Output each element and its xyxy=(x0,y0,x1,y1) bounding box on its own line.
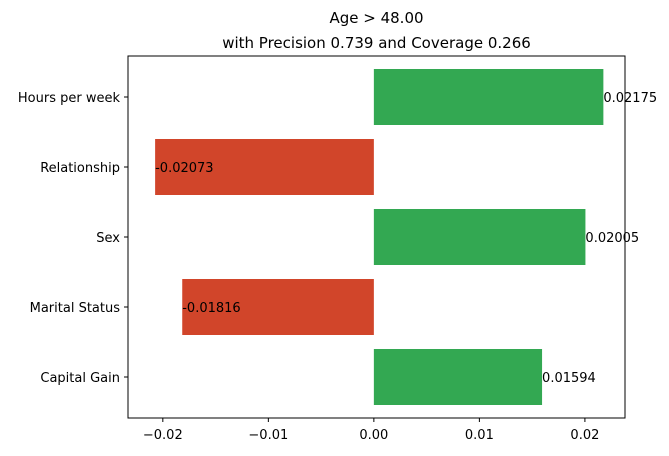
y-axis-ticks: Hours per week Relationship Sex Marital Sta… xyxy=(18,91,128,386)
bar-value-labels: 0.02175 -0.02073 0.02005 -0.01816 0.01594 xyxy=(155,91,657,386)
bars-group xyxy=(155,69,604,405)
bar-value-label-1: -0.02073 xyxy=(155,161,213,176)
bar-3 xyxy=(182,279,374,335)
plot-area-frame xyxy=(127,55,626,419)
bar-value-label-0: 0.02175 xyxy=(603,91,657,106)
y-tick-label-3: Marital Status xyxy=(30,301,121,316)
bar-value-label-2: 0.02005 xyxy=(585,231,639,246)
x-tick-label-2: 0.00 xyxy=(359,428,388,443)
y-tick-label-1: Relationship xyxy=(40,161,120,176)
y-tick-label-2: Sex xyxy=(96,231,120,246)
bar-value-label-4: 0.01594 xyxy=(542,371,596,386)
bar-2 xyxy=(373,209,586,265)
bar-value-label-3: -0.01816 xyxy=(182,301,240,316)
x-tick-label-0: −0.02 xyxy=(143,428,183,443)
chart-title-line-1: Age > 48.00 xyxy=(329,9,423,27)
bar-1 xyxy=(155,139,374,195)
x-tick-label-4: 0.02 xyxy=(570,428,599,443)
bar-4 xyxy=(373,349,543,405)
y-tick-label-0: Hours per week xyxy=(18,91,121,106)
x-tick-label-3: 0.01 xyxy=(465,428,494,443)
x-axis-ticks: −0.02 −0.01 0.00 0.01 0.02 xyxy=(143,418,599,443)
y-tick-label-4: Capital Gain xyxy=(40,371,120,386)
chart-title-line-2: with Precision 0.739 and Coverage 0.266 xyxy=(222,34,531,52)
bar-0 xyxy=(373,69,604,125)
x-tick-label-1: −0.01 xyxy=(248,428,288,443)
